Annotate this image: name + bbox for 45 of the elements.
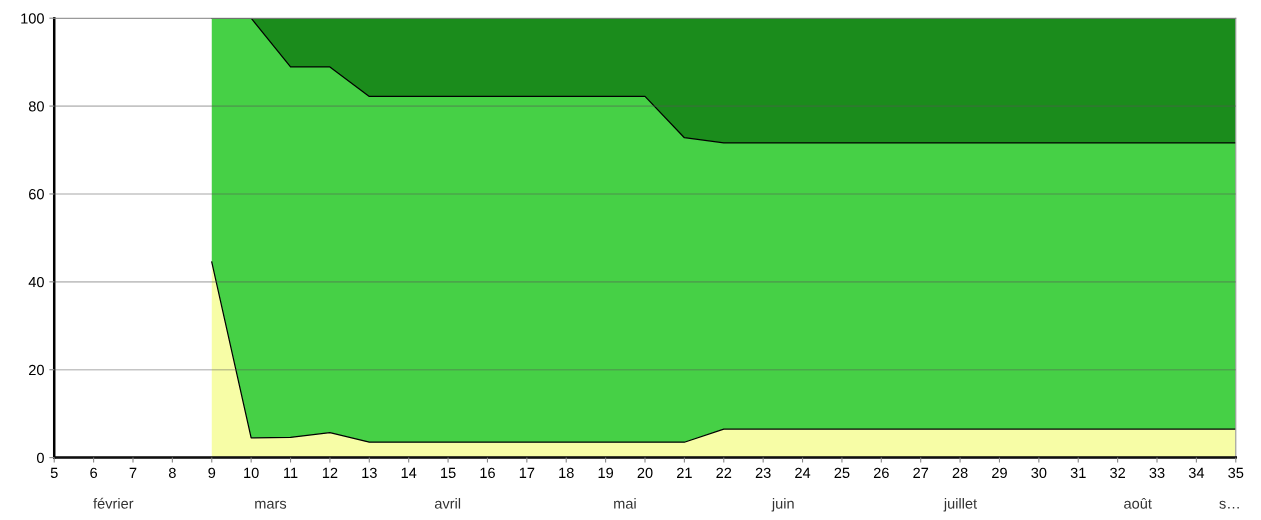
x-tick-label: 15 bbox=[441, 467, 456, 479]
x-tick-label: 34 bbox=[1188, 467, 1205, 479]
text: juin bbox=[771, 498, 794, 512]
x-tick-label: 16 bbox=[480, 467, 495, 479]
x-tick-label: 35 bbox=[1228, 467, 1244, 479]
text: s… bbox=[1219, 500, 1239, 509]
text: février bbox=[93, 497, 134, 509]
x-tick-label: 25 bbox=[834, 467, 850, 479]
x-tick-label: 18 bbox=[559, 467, 574, 479]
x-tick-label: 21 bbox=[677, 467, 692, 478]
x-tick-label: 20 bbox=[637, 467, 653, 479]
x-tick-label: 7 bbox=[129, 467, 137, 478]
x-tick-label: 30 bbox=[1031, 467, 1047, 479]
y-tick-label: 0 bbox=[36, 452, 44, 464]
y-tick-label: 100 bbox=[21, 13, 44, 24]
x-tick-label: 12 bbox=[322, 467, 338, 478]
x-tick-label: 28 bbox=[952, 467, 968, 479]
y-tick-label: 60 bbox=[29, 189, 44, 200]
x-tick-label: 11 bbox=[284, 467, 298, 478]
y-tick-label: 80 bbox=[28, 101, 44, 112]
x-tick-label: 9 bbox=[208, 467, 216, 479]
x-tick-label: 29 bbox=[992, 467, 1007, 479]
x-tick-label: 32 bbox=[1110, 467, 1125, 479]
text: août bbox=[1124, 497, 1152, 509]
y-tick-label: 40 bbox=[28, 276, 44, 288]
x-tick-label: 23 bbox=[755, 467, 771, 479]
x-tick-label: 8 bbox=[168, 467, 176, 479]
text: mai bbox=[614, 498, 636, 509]
x-tick-label: 19 bbox=[598, 467, 614, 479]
x-tick-label: 27 bbox=[913, 467, 929, 478]
x-tick-label: 24 bbox=[795, 467, 811, 478]
x-tick-label: 22 bbox=[716, 467, 732, 478]
x-tick-label: 13 bbox=[362, 467, 377, 479]
x-tick-label: 14 bbox=[401, 467, 417, 478]
x-tick-label: 33 bbox=[1149, 467, 1165, 479]
x-tick-label: 6 bbox=[90, 467, 98, 479]
x-tick-label: 10 bbox=[244, 467, 259, 479]
x-tick-label: 5 bbox=[50, 467, 58, 479]
x-tick-label: 31 bbox=[1070, 467, 1086, 479]
x-tick-label: 17 bbox=[519, 467, 535, 478]
text: avril bbox=[434, 498, 461, 509]
text: juillet bbox=[943, 498, 977, 512]
text: mars bbox=[255, 500, 287, 509]
y-tick-label: 20 bbox=[29, 364, 44, 376]
x-tick-label: 26 bbox=[873, 467, 889, 479]
